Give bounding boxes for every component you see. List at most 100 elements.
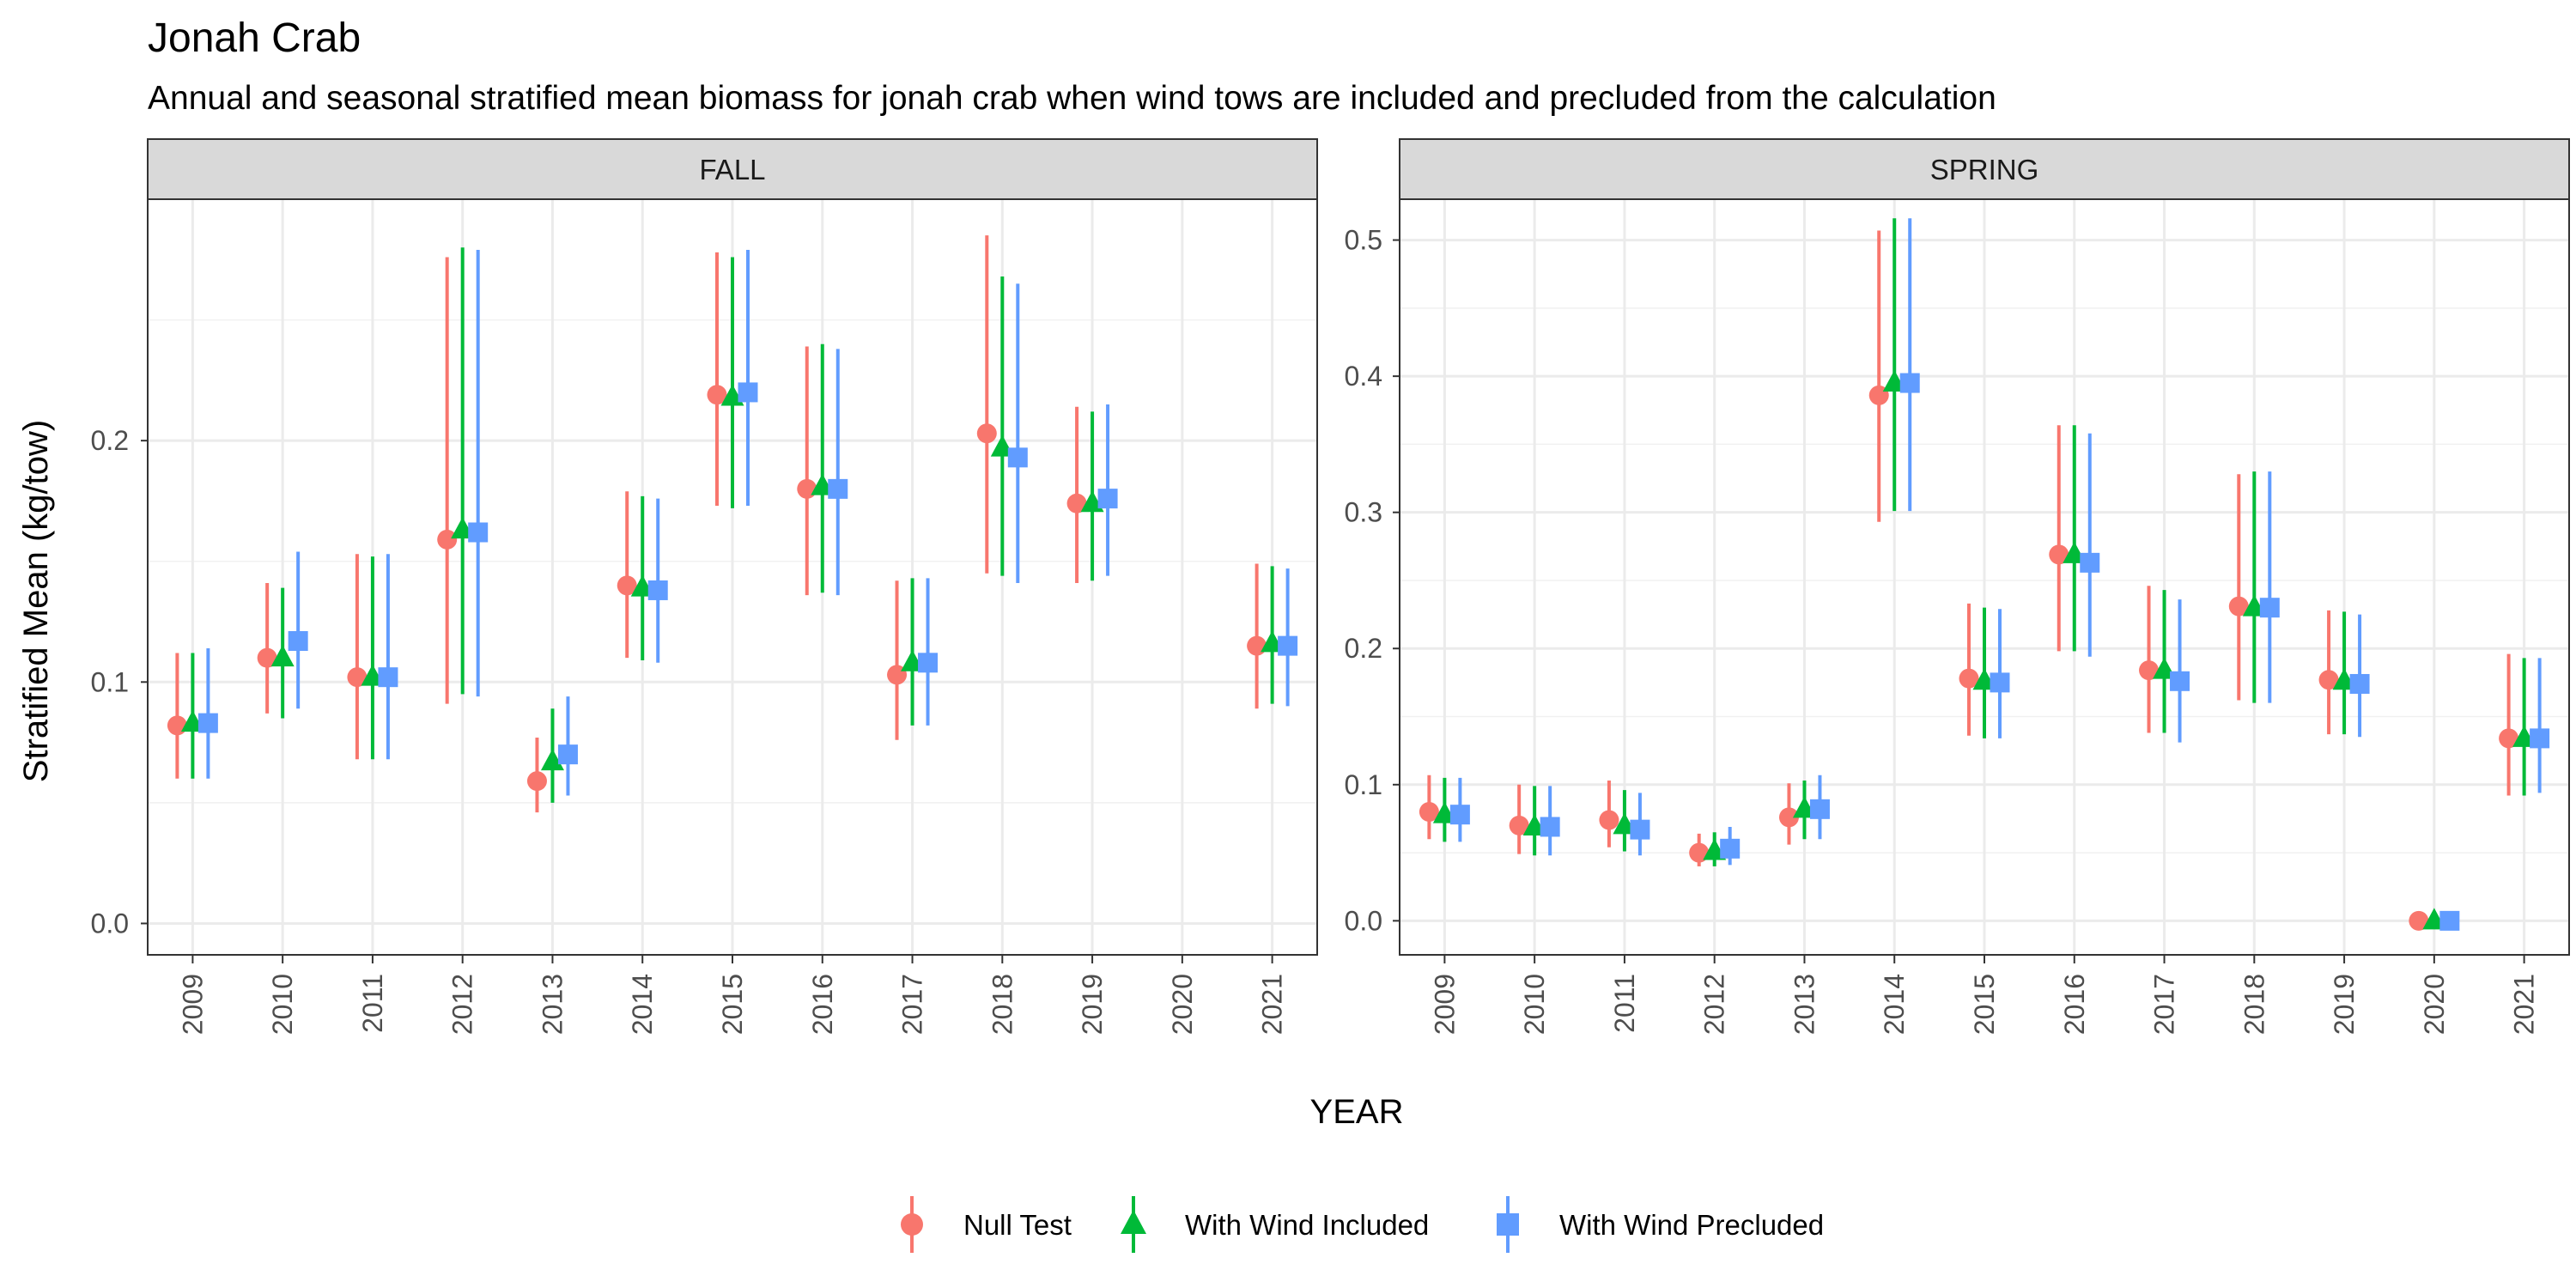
data-point bbox=[2259, 598, 2280, 618]
x-tick-label: 2017 bbox=[897, 974, 928, 1035]
data-point bbox=[1720, 838, 1741, 859]
data-point bbox=[526, 771, 547, 792]
y-tick-label: 0.2 bbox=[1345, 633, 1382, 664]
data-point bbox=[707, 385, 727, 405]
x-tick-label: 2014 bbox=[627, 974, 658, 1035]
x-tick-label: 2020 bbox=[1167, 974, 1198, 1035]
data-point bbox=[378, 667, 398, 688]
x-tick-label: 2012 bbox=[447, 974, 478, 1035]
legend-label: With Wind Precluded bbox=[1559, 1209, 1824, 1241]
legend-key-point bbox=[901, 1213, 923, 1236]
x-tick-label: 2014 bbox=[1879, 974, 1910, 1035]
y-tick-label: 0.1 bbox=[91, 666, 129, 697]
facet-label: FALL bbox=[699, 154, 765, 185]
data-point bbox=[1778, 807, 1799, 828]
x-tick-label: 2021 bbox=[1257, 974, 1288, 1035]
data-point bbox=[1419, 802, 1439, 823]
data-point bbox=[2349, 673, 2370, 694]
legend: Null Test With Wind Included With Wind Pre… bbox=[901, 1196, 1824, 1253]
x-tick-label: 2015 bbox=[717, 974, 748, 1035]
data-point bbox=[468, 522, 489, 543]
x-tick-label: 2011 bbox=[357, 974, 388, 1033]
series-circle bbox=[1419, 230, 2519, 931]
data-point bbox=[1689, 842, 1710, 863]
data-point bbox=[1247, 635, 1267, 656]
panel-border bbox=[147, 198, 1318, 956]
series-square bbox=[197, 250, 1298, 796]
y-tick-label: 0.4 bbox=[1345, 361, 1382, 392]
panel-border bbox=[1399, 198, 2570, 956]
legend-key-point bbox=[1121, 1210, 1146, 1234]
series-square bbox=[1449, 218, 2550, 931]
data-point bbox=[828, 478, 848, 499]
x-tick-label: 2020 bbox=[2419, 974, 2450, 1035]
facet-label: SPRING bbox=[1930, 154, 2039, 185]
data-point bbox=[540, 749, 564, 771]
legend-item: Null Test bbox=[901, 1196, 1072, 1253]
legend-key-point bbox=[1497, 1213, 1519, 1236]
data-point bbox=[1097, 489, 1118, 509]
data-point bbox=[2318, 670, 2339, 690]
data-point bbox=[2439, 910, 2460, 931]
data-point bbox=[797, 478, 817, 499]
data-point bbox=[738, 382, 758, 403]
facet-strip bbox=[147, 138, 1318, 200]
x-tick-label: 2012 bbox=[1699, 974, 1730, 1035]
data-point bbox=[2139, 660, 2160, 681]
data-point bbox=[1066, 493, 1087, 513]
chart-title: Jonah Crab bbox=[148, 15, 361, 61]
y-tick-label: 0.0 bbox=[1345, 905, 1382, 936]
y-axis-title: Stratified Mean (kg/tow) bbox=[17, 420, 55, 782]
data-point bbox=[2170, 671, 2190, 691]
data-point bbox=[1599, 810, 1619, 830]
data-point bbox=[976, 423, 997, 444]
x-tick-label: 2015 bbox=[1969, 974, 2000, 1035]
x-tick-label: 2019 bbox=[2329, 974, 2360, 1035]
y-tick-label: 0.3 bbox=[1345, 497, 1382, 528]
chart-subtitle: Annual and seasonal stratified mean biom… bbox=[148, 80, 1996, 117]
data-point bbox=[2049, 544, 2069, 565]
x-tick-label: 2009 bbox=[1429, 974, 1460, 1035]
data-point bbox=[1449, 805, 1470, 825]
data-point bbox=[2499, 728, 2519, 749]
legend-label: Null Test bbox=[963, 1209, 1072, 1241]
data-point bbox=[1630, 819, 1650, 840]
data-point bbox=[347, 667, 368, 688]
legend-item: With Wind Precluded bbox=[1497, 1196, 1824, 1253]
data-point bbox=[2409, 910, 2429, 931]
data-point bbox=[437, 529, 458, 550]
x-tick-label: 2016 bbox=[807, 974, 838, 1035]
data-point bbox=[1278, 635, 1298, 656]
data-point bbox=[1809, 799, 1830, 819]
data-point bbox=[1007, 447, 1028, 468]
y-tick-label: 0.5 bbox=[1345, 225, 1382, 256]
data-point bbox=[557, 744, 578, 765]
legend-label: With Wind Included bbox=[1185, 1209, 1429, 1241]
panel-spring: SPRING 0.0 0.1 0.2 0.3 0.4 0.5 2009 2010 2011 2012… bbox=[1345, 138, 2570, 1035]
series-triangle bbox=[1432, 218, 2537, 930]
data-point bbox=[617, 575, 637, 596]
x-tick-label: 2010 bbox=[1519, 974, 1550, 1035]
data-point bbox=[1540, 817, 1560, 837]
x-tick-label: 2010 bbox=[267, 974, 298, 1035]
data-point bbox=[1899, 373, 1920, 393]
x-axis-title: YEAR bbox=[1310, 1093, 1404, 1131]
x-tick-label: 2019 bbox=[1077, 974, 1108, 1035]
data-point bbox=[197, 713, 218, 733]
data-point bbox=[288, 631, 308, 652]
x-tick-label: 2016 bbox=[2059, 974, 2090, 1035]
y-tick-label: 0.2 bbox=[91, 425, 129, 456]
panel-fall: FALL 0.0 0.1 0.2 2009 2010 2011 2012 2013 2014 201… bbox=[91, 138, 1318, 1035]
x-tick-label: 2021 bbox=[2509, 974, 2540, 1035]
data-point bbox=[1990, 672, 2010, 693]
x-tick-label: 2018 bbox=[2239, 974, 2269, 1035]
data-point bbox=[647, 580, 668, 600]
x-tick-label: 2009 bbox=[177, 974, 208, 1035]
data-point bbox=[167, 715, 187, 736]
data-point bbox=[270, 645, 295, 667]
data-point bbox=[2530, 728, 2550, 749]
data-point bbox=[1509, 815, 1529, 835]
x-tick-label: 2018 bbox=[987, 974, 1018, 1035]
legend-item: With Wind Included bbox=[1121, 1196, 1429, 1253]
